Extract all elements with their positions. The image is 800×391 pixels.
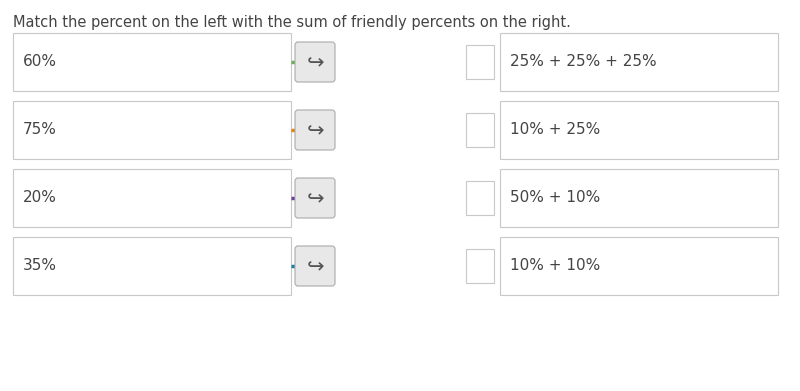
Text: Match the percent on the left with the sum of friendly percents on the right.: Match the percent on the left with the s… — [13, 15, 571, 30]
FancyBboxPatch shape — [466, 181, 494, 215]
FancyBboxPatch shape — [466, 249, 494, 283]
FancyBboxPatch shape — [500, 33, 778, 91]
Text: 35%: 35% — [23, 258, 57, 273]
FancyBboxPatch shape — [295, 246, 335, 286]
Text: 75%: 75% — [23, 122, 57, 138]
FancyBboxPatch shape — [13, 101, 291, 159]
FancyBboxPatch shape — [295, 110, 335, 150]
FancyBboxPatch shape — [500, 101, 778, 159]
Text: 25% + 25% + 25%: 25% + 25% + 25% — [510, 54, 657, 70]
Text: 10% + 25%: 10% + 25% — [510, 122, 600, 138]
FancyBboxPatch shape — [500, 169, 778, 227]
FancyBboxPatch shape — [500, 237, 778, 295]
FancyBboxPatch shape — [295, 42, 335, 82]
FancyBboxPatch shape — [466, 113, 494, 147]
Text: ↪: ↪ — [306, 189, 324, 209]
FancyBboxPatch shape — [295, 178, 335, 218]
Text: ↪: ↪ — [306, 53, 324, 73]
Text: 10% + 10%: 10% + 10% — [510, 258, 600, 273]
Text: 60%: 60% — [23, 54, 57, 70]
Text: 50% + 10%: 50% + 10% — [510, 190, 600, 206]
Text: ↪: ↪ — [306, 257, 324, 277]
FancyBboxPatch shape — [466, 45, 494, 79]
FancyBboxPatch shape — [13, 237, 291, 295]
Text: 20%: 20% — [23, 190, 57, 206]
FancyBboxPatch shape — [13, 33, 291, 91]
Text: ↪: ↪ — [306, 121, 324, 141]
FancyBboxPatch shape — [13, 169, 291, 227]
